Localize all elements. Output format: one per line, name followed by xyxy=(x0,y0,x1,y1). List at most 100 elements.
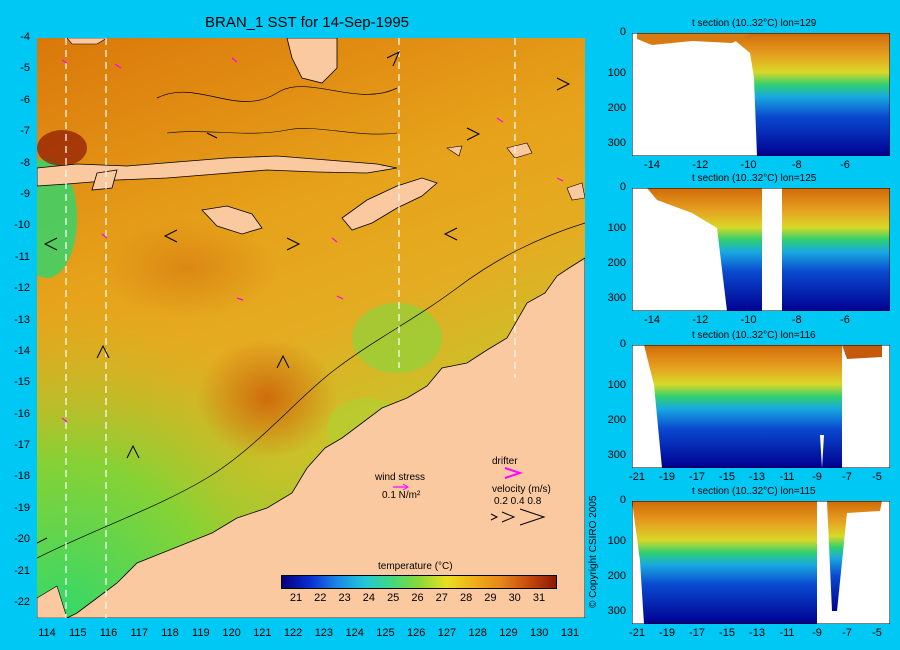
lat-tick-label: -6 xyxy=(20,93,30,106)
section-lat-tick: -8 xyxy=(791,314,802,326)
section-lat-tick: -21 xyxy=(629,471,645,483)
lon-tick-label: 126 xyxy=(406,627,426,639)
lat-tick-label: -22 xyxy=(14,596,30,608)
lat-tick-label: -15 xyxy=(14,376,30,389)
section-lat-tick: -21 xyxy=(629,627,645,639)
lat-tick-label: -13 xyxy=(14,313,30,326)
lon-tick-label: 114 xyxy=(38,627,56,639)
lon-tick-label: 127 xyxy=(437,627,457,639)
lon-tick-label: 117 xyxy=(130,627,149,639)
section-plot xyxy=(632,33,890,156)
lon-tick-label: 116 xyxy=(99,627,118,639)
colorbar-tick-label: 31 xyxy=(532,592,546,604)
section-lat-tick: -19 xyxy=(659,471,675,483)
section-lat-tick: -9 xyxy=(812,471,822,483)
sst-map xyxy=(37,38,585,618)
velocity-scale-arrows-icon xyxy=(490,508,546,526)
lon-tick-label: 124 xyxy=(345,627,364,639)
section-depth-tick: 100 xyxy=(607,222,626,234)
sumba-island xyxy=(201,205,263,235)
section-depth-tick: 200 xyxy=(607,256,626,269)
section-title: t section (10..32°C) lon=116 xyxy=(692,330,816,341)
section-depth-tick: 0 xyxy=(619,26,626,38)
temperature-colorbar xyxy=(281,575,557,589)
section-lat-tick: -11 xyxy=(779,471,795,483)
colorbar-tick-label: 22 xyxy=(314,592,327,604)
wind-stress-arrow-icon xyxy=(393,483,409,491)
section-title: t section (10..32°C) lon=125 xyxy=(692,173,817,184)
map-title: BRAN_1 SST for 14-Sep-1995 xyxy=(205,14,410,31)
section-lat-tick: -19 xyxy=(659,627,675,639)
colorbar-tick-label: 30 xyxy=(508,592,521,604)
lat-tick-label: -18 xyxy=(14,470,30,483)
section-lat-tick: -9 xyxy=(812,627,822,639)
section-lat-tick: -17 xyxy=(689,471,705,483)
copyright-text: © Copyright CSIRO 2005 xyxy=(588,495,599,608)
colorbar-tick-label: 29 xyxy=(484,592,497,604)
section-depth-tick: 0 xyxy=(619,494,626,506)
lon-tick-label: 122 xyxy=(283,627,303,639)
lat-tick-label: -5 xyxy=(20,62,30,75)
lat-tick-label: -11 xyxy=(14,250,30,263)
lon-tick-label: 128 xyxy=(468,627,487,639)
section-lat-tick: -7 xyxy=(842,627,852,639)
lat-tick-label: -8 xyxy=(20,156,30,169)
colorbar-tick-label: 21 xyxy=(289,592,303,604)
section-lat-tick: -5 xyxy=(872,627,882,639)
section-lat-tick: -13 xyxy=(749,471,765,483)
colorbar-tick-label: 26 xyxy=(411,592,424,604)
lon-tick-label: 121 xyxy=(253,627,272,639)
lon-tick-label: 123 xyxy=(314,627,334,639)
wind-stress-label: wind stress xyxy=(375,472,426,483)
timor-island xyxy=(341,177,438,231)
section-lat-tick: -10 xyxy=(740,314,757,326)
sulawesi-south xyxy=(286,38,338,84)
section-lat-tick: -12 xyxy=(692,314,709,326)
section-lat-tick: -5 xyxy=(872,471,882,483)
colorbar-tick-label: 25 xyxy=(387,592,400,604)
lat-tick-label: -7 xyxy=(20,125,30,138)
section-title: t section (10..32°C) lon=129 xyxy=(692,18,817,29)
lat-tick-label: -10 xyxy=(14,219,30,232)
lat-tick-label: -12 xyxy=(14,282,30,295)
section-lat-tick: -6 xyxy=(840,314,850,326)
section-plot xyxy=(632,501,890,624)
section-depth-tick: 300 xyxy=(607,291,626,304)
section-depth-tick: 300 xyxy=(607,136,626,149)
section-plot xyxy=(632,188,890,311)
lon-tick-label: 130 xyxy=(530,627,549,639)
section-lat-tick: -14 xyxy=(644,314,660,326)
section-depth-tick: 0 xyxy=(619,338,626,350)
lon-tick-label: 129 xyxy=(499,627,518,639)
section-lat-tick: -8 xyxy=(791,159,802,171)
lon-tick-label: 115 xyxy=(68,627,87,639)
section-lat-tick: -11 xyxy=(779,627,795,639)
section-lat-tick: -6 xyxy=(840,159,850,171)
section-lat-tick: -13 xyxy=(749,627,765,639)
section-lat-tick: -15 xyxy=(719,471,735,483)
lat-tick-label: -9 xyxy=(20,187,30,200)
section-title: t section (10..32°C) lon=115 xyxy=(692,486,816,497)
drifter-chevron-icon xyxy=(504,467,523,479)
section-depth-tick: 200 xyxy=(607,569,626,582)
lat-tick-label: -4 xyxy=(20,31,30,43)
lat-tick-label: -14 xyxy=(14,344,30,357)
colorbar-tick-label: 27 xyxy=(435,592,448,604)
lon-tick-label: 119 xyxy=(192,627,210,639)
section-lat-tick: -7 xyxy=(842,471,852,483)
section-depth-tick: 300 xyxy=(607,448,626,461)
lon-tick-label: 120 xyxy=(222,627,241,639)
wind-stress-scale: 0.1 N/m² xyxy=(382,490,421,501)
lat-tick-label: -20 xyxy=(14,533,30,546)
colorbar-tick-label: 24 xyxy=(362,592,376,604)
lon-tick-label: 118 xyxy=(161,627,179,639)
colorbar-tick-label: 23 xyxy=(338,592,351,604)
velocity-label: velocity (m/s) xyxy=(492,484,551,495)
section-lat-tick: -15 xyxy=(719,627,735,639)
section-depth-tick: 100 xyxy=(607,535,626,547)
lat-tick-label: -19 xyxy=(14,501,30,514)
section-depth-tick: 200 xyxy=(607,413,626,426)
lat-tick-label: -17 xyxy=(14,439,30,452)
section-depth-tick: 300 xyxy=(607,604,626,617)
java-tip xyxy=(91,169,118,191)
